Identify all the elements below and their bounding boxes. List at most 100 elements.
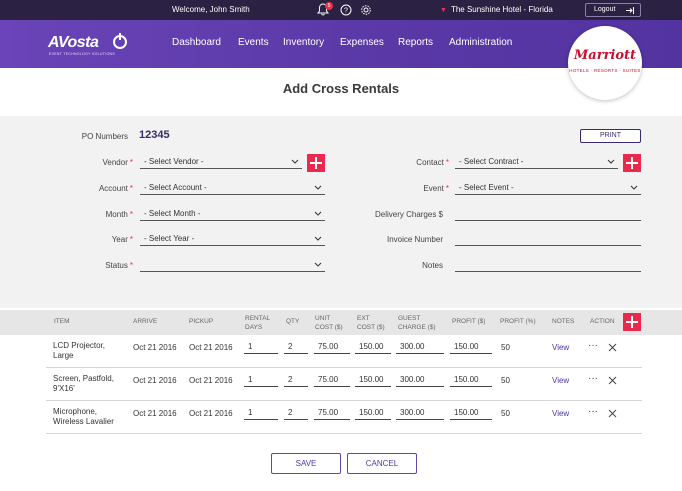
month-select[interactable]: - Select Month - xyxy=(140,207,325,221)
nav-administration[interactable]: Administration xyxy=(449,37,513,48)
nav-inventory[interactable]: Inventory xyxy=(283,37,325,48)
chevron-down-icon xyxy=(314,185,322,190)
qty-input[interactable]: 2 xyxy=(284,406,308,420)
ext-cost-input[interactable]: 150.00 xyxy=(355,406,391,420)
delivery-charges-input[interactable] xyxy=(455,207,641,221)
rental-days-input[interactable]: 1 xyxy=(244,406,278,420)
chevron-down-icon xyxy=(314,262,322,267)
item-name: Screen, Pastfold, 9'X16' xyxy=(53,374,114,393)
item-name: LCD Projector, Large xyxy=(53,341,106,360)
table-header: ITEM ARRIVE PICKUP RENTAL DAYS QTY UNIT CO… xyxy=(0,310,682,335)
col-item: ITEM xyxy=(54,318,70,325)
col-ext-cost: EXT COST ($) xyxy=(357,315,385,331)
notes-label: Notes xyxy=(422,261,443,270)
ext-cost-input[interactable]: 150.00 xyxy=(355,373,391,387)
col-qty: QTY xyxy=(286,318,300,325)
unit-cost-input[interactable]: 75.00 xyxy=(314,406,350,420)
col-guest-charge: GUEST CHARGE ($) xyxy=(398,315,436,331)
nav-reports[interactable]: Reports xyxy=(398,37,434,48)
guest-charge-input[interactable]: 300.00 xyxy=(396,340,444,354)
year-label: Year * xyxy=(111,235,133,244)
unit-cost-input[interactable]: 75.00 xyxy=(314,340,350,354)
pickup-date: Oct 21 2016 xyxy=(189,343,233,352)
po-number-value: 12345 xyxy=(139,129,170,141)
user-name[interactable]: John Smith xyxy=(209,5,250,14)
table-row: LCD Projector, Large Oct 21 2016 Oct 21 2… xyxy=(46,335,642,368)
status-label: Status * xyxy=(105,261,133,270)
welcome-label: Welcome, xyxy=(172,5,208,14)
profit-pct: 50 xyxy=(501,376,510,385)
hotel-selector[interactable]: ▼ The Sunshine Hotel - Florida xyxy=(440,5,553,14)
nav-expenses[interactable]: Expenses xyxy=(340,37,384,48)
chevron-down-icon xyxy=(607,159,615,164)
page-title: Add Cross Rentals xyxy=(282,81,400,96)
account-select[interactable]: - Select Account - xyxy=(140,181,325,195)
more-icon[interactable]: ··· xyxy=(588,340,598,351)
view-notes-link[interactable]: View xyxy=(552,409,570,418)
pickup-date: Oct 21 2016 xyxy=(189,409,233,418)
save-button[interactable]: SAVE xyxy=(271,453,341,474)
welcome-text: Welcome, John Smith xyxy=(172,5,250,14)
profit-pct: 50 xyxy=(501,343,510,352)
chevron-down-icon xyxy=(314,211,322,216)
col-rental-days: RENTAL DAYS xyxy=(245,315,271,331)
cancel-button[interactable]: CANCEL xyxy=(347,453,417,474)
nav-dashboard[interactable]: Dashboard xyxy=(172,37,221,48)
rental-days-input[interactable]: 1 xyxy=(244,373,278,387)
add-vendor-button[interactable] xyxy=(307,154,325,172)
profit-usd-input[interactable]: 150.00 xyxy=(450,373,492,387)
view-notes-link[interactable]: View xyxy=(552,376,570,385)
add-row-button[interactable] xyxy=(623,313,641,331)
item-name: Microphone, Wireless Lavalier xyxy=(53,407,114,426)
close-icon[interactable] xyxy=(608,343,617,352)
gear-icon[interactable] xyxy=(360,4,372,16)
arrive-date: Oct 21 2016 xyxy=(133,343,177,352)
svg-text:?: ? xyxy=(344,8,348,15)
event-label: Event * xyxy=(423,184,449,193)
qty-input[interactable]: 2 xyxy=(284,340,308,354)
year-select[interactable]: - Select Year - xyxy=(140,232,325,246)
rental-days-input[interactable]: 1 xyxy=(244,340,278,354)
col-unit-cost: UNIT COST ($) xyxy=(315,315,343,331)
contact-select[interactable]: - Select Contract - xyxy=(455,155,618,169)
event-select[interactable]: - Select Event - xyxy=(455,181,641,195)
logout-label: Logout xyxy=(594,6,616,13)
close-icon[interactable] xyxy=(608,409,617,418)
profit-usd-input[interactable]: 150.00 xyxy=(450,406,492,420)
profit-pct: 50 xyxy=(501,409,510,418)
vendor-select[interactable]: - Select Vendor - xyxy=(140,155,302,169)
power-icon xyxy=(113,33,127,49)
top-bar: Welcome, John Smith 5 ? ▼ The Sunshine Ho… xyxy=(0,0,682,20)
more-icon[interactable]: ··· xyxy=(588,373,598,384)
notes-input[interactable] xyxy=(455,258,641,272)
chevron-down-icon xyxy=(291,159,299,164)
close-icon[interactable] xyxy=(608,376,617,385)
nav-events[interactable]: Events xyxy=(238,37,269,48)
print-button[interactable]: PRINT xyxy=(580,129,641,143)
ext-cost-input[interactable]: 150.00 xyxy=(355,340,391,354)
hotel-name: The Sunshine Hotel - Florida xyxy=(450,5,553,14)
guest-charge-input[interactable]: 300.00 xyxy=(396,373,444,387)
pickup-date: Oct 21 2016 xyxy=(189,376,233,385)
help-icon[interactable]: ? xyxy=(340,4,352,16)
col-profit-pct: PROFIT (%) xyxy=(500,318,536,325)
brand-subtitle: HOTELS · RESORTS · SUITES xyxy=(569,68,641,73)
hotel-brand-logo: Marriott HOTELS · RESORTS · SUITES xyxy=(568,26,642,100)
logout-button[interactable]: Logout xyxy=(585,3,641,17)
delivery-charges-label: Delivery Charges $ xyxy=(374,210,443,219)
vendor-label: Vendor * xyxy=(102,158,133,167)
invoice-number-input[interactable] xyxy=(455,232,641,246)
brand-name: Marriott xyxy=(573,48,637,63)
more-icon[interactable]: ··· xyxy=(588,406,598,417)
add-contact-button[interactable] xyxy=(623,154,641,172)
qty-input[interactable]: 2 xyxy=(284,373,308,387)
view-notes-link[interactable]: View xyxy=(552,343,570,352)
guest-charge-input[interactable]: 300.00 xyxy=(396,406,444,420)
status-select[interactable] xyxy=(140,258,325,272)
invoice-number-label: Invoice Number xyxy=(386,235,443,244)
app-logo[interactable]: AVosta xyxy=(48,34,99,51)
unit-cost-input[interactable]: 75.00 xyxy=(314,373,350,387)
table-row: Microphone, Wireless Lavalier Oct 21 2016… xyxy=(46,401,642,434)
chevron-down-icon xyxy=(630,185,638,190)
profit-usd-input[interactable]: 150.00 xyxy=(450,340,492,354)
